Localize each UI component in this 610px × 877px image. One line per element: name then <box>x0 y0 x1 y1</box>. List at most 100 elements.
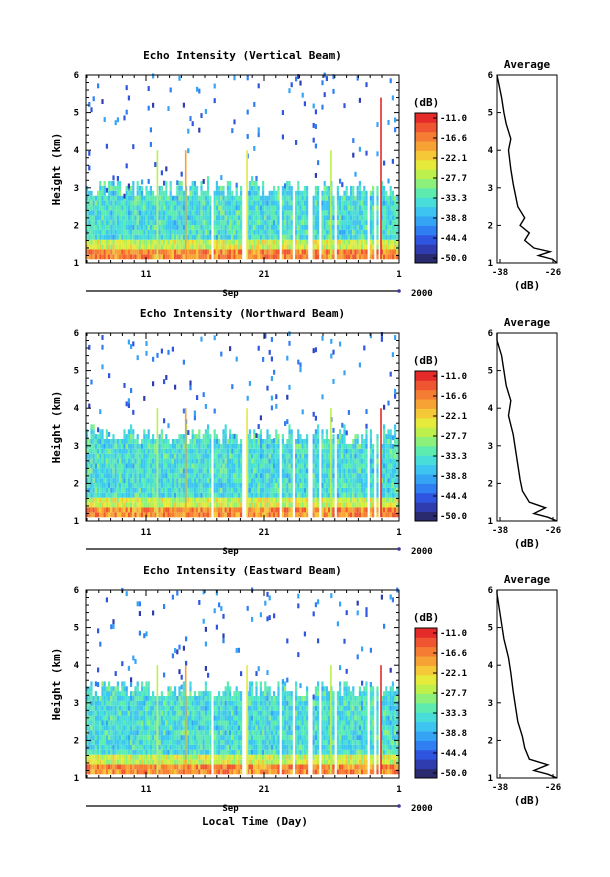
heatmap-cell <box>112 434 115 439</box>
heatmap-cell <box>314 512 317 518</box>
heatmap-cell <box>97 696 100 701</box>
heatmap-cell <box>336 434 339 439</box>
heatmap-cell <box>92 478 95 483</box>
heatmap-cell <box>134 502 137 508</box>
heatmap-cell <box>187 254 190 260</box>
heatmap-cell <box>231 200 234 206</box>
heatmap-cell <box>266 483 269 488</box>
heatmap-cell <box>182 473 185 479</box>
heatmap-cell <box>317 225 320 230</box>
heatmap-cell <box>97 769 100 775</box>
heatmap-cell <box>215 200 218 206</box>
heatmap-cell <box>358 215 361 221</box>
heatmap-cell <box>295 239 298 245</box>
heatmap-cell <box>88 478 91 483</box>
heatmap-cell <box>264 205 267 211</box>
colorbar-swatch <box>415 492 437 503</box>
heatmap-cell <box>317 254 320 260</box>
heatmap-cell <box>301 210 304 216</box>
heatmap-cell <box>88 487 91 493</box>
heatmap-cell <box>90 225 93 230</box>
heatmap-cell <box>134 463 137 469</box>
heatmap-cell <box>222 200 225 206</box>
heatmap-cell <box>196 210 199 216</box>
heatmap-cell <box>200 492 203 498</box>
heatmap-cell <box>281 210 284 216</box>
heatmap-cell <box>321 254 324 260</box>
heatmap-cell <box>92 720 95 726</box>
heatmap-cell <box>251 254 254 260</box>
heatmap-cell <box>262 453 265 459</box>
heatmap-cell <box>88 165 91 171</box>
heatmap-cell <box>119 696 122 701</box>
heatmap-cell <box>237 254 240 260</box>
heatmap-cell <box>312 468 315 474</box>
heatmap-cell <box>380 185 383 191</box>
heatmap-cell <box>182 434 185 439</box>
heatmap-cell <box>138 190 141 196</box>
heatmap-cell <box>198 429 201 435</box>
heatmap-cell <box>356 443 359 449</box>
heatmap-cell <box>90 700 93 706</box>
heatmap-cell <box>94 749 97 755</box>
heatmap-cell <box>147 86 150 91</box>
heatmap-cell <box>114 705 117 711</box>
heatmap-cell <box>387 220 390 225</box>
y-axis-label: Height (km) <box>50 133 63 206</box>
heatmap-cell <box>114 200 117 206</box>
heatmap-cell <box>264 507 267 513</box>
heatmap-cell <box>341 422 344 428</box>
heatmap-cell <box>152 487 155 493</box>
heatmap-cell <box>295 483 298 488</box>
y-tick-label: 5 <box>74 109 79 119</box>
heatmap-cell <box>119 215 122 221</box>
heatmap-cell <box>325 244 328 250</box>
heatmap-cell <box>88 696 91 701</box>
heatmap-cell <box>255 249 258 255</box>
heatmap-cell <box>394 439 397 444</box>
heatmap-cell <box>286 181 289 186</box>
heatmap-cell <box>354 487 357 493</box>
heatmap-cell <box>317 434 320 439</box>
heatmap-cell <box>284 229 287 235</box>
heatmap-cell <box>202 497 205 503</box>
heatmap-cell <box>299 439 302 444</box>
heatmap-cell <box>152 458 155 464</box>
heatmap-cell <box>248 512 251 518</box>
heatmap-cell <box>257 190 260 196</box>
heatmap-cell <box>369 434 372 439</box>
average-y-tick-label: 3 <box>488 184 493 194</box>
heatmap-cell <box>163 492 166 498</box>
heatmap-cell <box>224 483 227 488</box>
heatmap-cell <box>114 764 117 770</box>
heatmap-cell <box>237 215 240 221</box>
heatmap-cell <box>365 409 368 414</box>
heatmap-cell <box>97 244 100 250</box>
heatmap-cell <box>251 185 254 191</box>
heatmap-cell <box>295 190 298 196</box>
heatmap-cell <box>284 205 287 211</box>
heatmap-cell <box>147 244 150 250</box>
heatmap-cell <box>174 443 177 449</box>
heatmap-cell <box>156 352 159 358</box>
heatmap-cell <box>167 473 170 479</box>
heatmap-cell <box>387 215 390 221</box>
heatmap-cell <box>229 225 232 230</box>
heatmap-cell <box>189 185 192 191</box>
heatmap-cell <box>86 512 89 518</box>
heatmap-cell <box>130 249 133 255</box>
heatmap-cell <box>138 463 141 469</box>
heatmap-cell <box>270 244 273 250</box>
heatmap-cell <box>255 190 258 196</box>
heatmap-cell <box>92 205 95 211</box>
heatmap-cell <box>323 492 326 498</box>
heatmap-cell <box>204 210 207 216</box>
heatmap-cell <box>86 195 89 201</box>
heatmap-cell <box>321 335 324 341</box>
heatmap-cell <box>255 492 258 498</box>
heatmap-cell <box>301 478 304 483</box>
heatmap-cell <box>396 448 399 454</box>
heatmap-cell <box>110 234 113 240</box>
heatmap-cell <box>112 764 115 770</box>
heatmap-cell <box>154 249 157 255</box>
